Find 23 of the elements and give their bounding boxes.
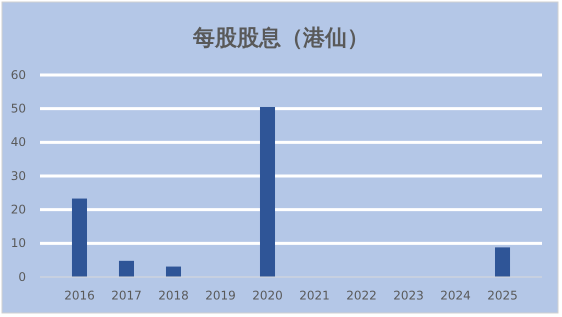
bar — [118, 260, 134, 277]
y-tick-label: 50 — [10, 102, 26, 116]
x-tick-label: 2017 — [111, 288, 142, 303]
bar — [260, 106, 276, 277]
y-tick-label: 30 — [10, 168, 26, 183]
bar — [72, 198, 88, 277]
bar — [166, 266, 182, 277]
x-tick-label: 2019 — [205, 288, 236, 303]
x-tick-label: 2022 — [346, 288, 377, 303]
x-tick-label: 2023 — [393, 288, 424, 303]
y-tick-label: 20 — [10, 202, 26, 217]
x-tick-label: 2016 — [64, 288, 95, 303]
x-tick-label: 2018 — [158, 288, 189, 303]
y-tick-label: 0 — [18, 270, 26, 284]
y-tick-label: 10 — [10, 236, 26, 250]
y-tick-label: 60 — [10, 68, 26, 82]
x-tick-label: 2024 — [440, 288, 471, 303]
x-tick-label: 2020 — [252, 288, 283, 303]
x-tick-label: 2021 — [299, 288, 330, 303]
y-tick-label: 40 — [10, 135, 26, 150]
x-tick-label: 2025 — [487, 288, 518, 303]
chart-title: 每股股息（港仙） — [192, 26, 369, 51]
bar — [494, 247, 510, 277]
